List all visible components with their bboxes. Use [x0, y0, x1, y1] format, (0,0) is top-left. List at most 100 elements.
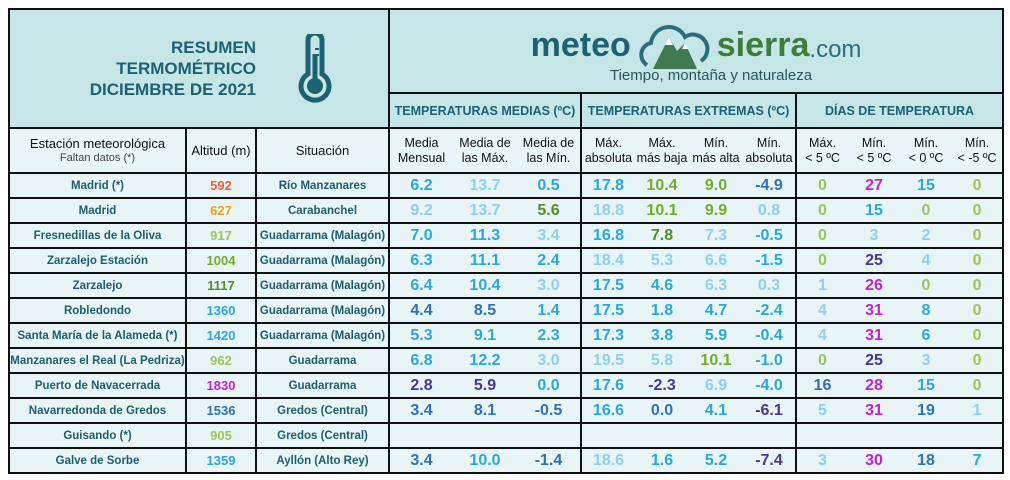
- column-header-value: Mín. < -5 ºC: [952, 127, 1005, 174]
- column-header-line: las Mín.: [526, 150, 571, 165]
- value-cell: 5.6: [517, 197, 581, 224]
- value-cell: 5.2: [689, 447, 743, 474]
- value-cell: 10.4: [635, 172, 689, 199]
- situation-value: Guadarrama (Malagón): [255, 297, 390, 324]
- value-cell: 19: [900, 397, 952, 424]
- situation-value: Guadarrama (Malagón): [255, 222, 390, 249]
- logo-tld: .com: [809, 35, 862, 63]
- value-cell: 7.0: [388, 222, 453, 249]
- column-header-value: Mín. absoluta: [743, 127, 796, 174]
- column-header-altitud: Altitud (m): [185, 127, 257, 174]
- value-cell: 0.8: [743, 197, 796, 224]
- value-cell: 16.6: [580, 397, 635, 424]
- value-cell: 0: [795, 197, 848, 224]
- value-cell: 3.8: [635, 322, 689, 349]
- value-cell: -0.4: [743, 322, 796, 349]
- value-cell: 17.3: [580, 322, 635, 349]
- column-header-value: Máx. absoluta: [580, 127, 635, 174]
- table-row: Fresnedillas de la Oliva 917 Guadarrama (M…: [8, 222, 1005, 249]
- column-header-line: Mensual: [397, 150, 446, 165]
- altitude-value: 1360: [185, 297, 257, 324]
- value-cell: 17.5: [580, 272, 635, 299]
- value-cell: 2.3: [517, 322, 581, 349]
- altitude-value: 1117: [185, 272, 257, 299]
- value-cell: 3: [848, 222, 900, 249]
- value-cell: 15: [900, 172, 952, 199]
- logo-tagline: Tiempo, montaña y naturaleza: [609, 66, 813, 84]
- column-header-line: Mín.: [756, 135, 782, 150]
- value-cell: 0: [900, 197, 952, 224]
- column-header-value: Mín. < 0 ºC: [900, 127, 952, 174]
- value-cell: [689, 422, 743, 449]
- situation-value: Guadarrama: [255, 372, 390, 399]
- value-cell: 0: [795, 172, 848, 199]
- logo-sierra: sierra: [716, 26, 810, 64]
- value-cell: 10.0: [453, 447, 517, 474]
- value-cell: 1.6: [635, 447, 689, 474]
- altitude-value: 592: [185, 172, 257, 199]
- value-cell: 12.2: [453, 347, 517, 374]
- column-header-line: Media de: [459, 135, 511, 150]
- column-header-value: Máx. más baja: [635, 127, 689, 174]
- situation-value: Guadarrama: [255, 347, 390, 374]
- value-cell: 26: [848, 272, 900, 299]
- value-cell: 15: [848, 197, 900, 224]
- value-cell: 1: [952, 397, 1005, 424]
- value-cell: 5.3: [388, 322, 453, 349]
- situation-value: Guadarrama (Malagón): [255, 272, 390, 299]
- value-cell: [848, 422, 900, 449]
- altitude-value: 1359: [185, 447, 257, 474]
- station-header-label: Estación meteorológica: [29, 135, 166, 151]
- value-cell: 1.4: [517, 297, 581, 324]
- column-header-line: absoluta: [584, 150, 633, 165]
- value-cell: 28: [848, 372, 900, 399]
- value-cell: 31: [848, 397, 900, 424]
- meteosierra-logo: meteo sierra .com Tiempo, montaña y natu…: [387, 8, 1005, 94]
- value-cell: [517, 422, 581, 449]
- station-name: Madrid (*): [8, 172, 187, 199]
- missing-data-note: Faltan datos (*): [59, 151, 136, 164]
- value-cell: 7.8: [635, 222, 689, 249]
- value-cell: 19.5: [580, 347, 635, 374]
- station-name: Zarzalejo Estación: [8, 247, 187, 274]
- value-cell: 5.3: [635, 247, 689, 274]
- value-cell: 16: [795, 372, 848, 399]
- value-cell: 0: [952, 197, 1005, 224]
- value-cell: 3.4: [388, 447, 453, 474]
- value-cell: 4.7: [689, 297, 743, 324]
- altitude-value: 1830: [185, 372, 257, 399]
- value-cell: 3.4: [517, 222, 581, 249]
- table-row: Manzanares el Real (La Pedriza) 962 Guadar…: [8, 347, 1005, 374]
- column-header-line: Máx.: [594, 135, 623, 150]
- thermometric-summary-table: RESUMEN TERMOMÉTRICO DICIEMBRE DE 2021 m…: [8, 8, 1005, 474]
- situation-value: Ayllón (Alto Rey): [255, 447, 390, 474]
- column-header-value: Media Mensual: [388, 127, 453, 174]
- table-row: Zarzalejo Estación 1004 Guadarrama (Malagó…: [8, 247, 1005, 274]
- value-cell: 13.7: [453, 197, 517, 224]
- thermometer-icon: [298, 33, 332, 103]
- situation-value: Río Manzanares: [255, 172, 390, 199]
- column-header-line: Media: [404, 135, 439, 150]
- column-header-line: más alta: [692, 150, 740, 165]
- value-cell: 4: [795, 297, 848, 324]
- value-cell: [453, 422, 517, 449]
- value-cell: [635, 422, 689, 449]
- value-cell: 3: [900, 347, 952, 374]
- value-cell: 15: [900, 372, 952, 399]
- value-cell: 6.9: [689, 372, 743, 399]
- value-cell: 10.1: [635, 197, 689, 224]
- altitude-value: 962: [185, 347, 257, 374]
- value-cell: 11.1: [453, 247, 517, 274]
- column-header-situacion: Situación: [255, 127, 390, 174]
- table-row: Madrid (*) 592 Río Manzanares 6.2 13.7 0.5 17.…: [8, 172, 1005, 199]
- table-row: Navarredonda de Gredos 1536 Gredos (Centra…: [8, 397, 1005, 424]
- table-row: Robledondo 1360 Guadarrama (Malagón) 4.4 8.5…: [8, 297, 1005, 324]
- column-header-line: Máx.: [648, 135, 676, 150]
- value-cell: 0.5: [517, 172, 581, 199]
- table-row: Galve de Sorbe 1359 Ayllón (Alto Rey) 3.4 10…: [8, 447, 1005, 474]
- column-header-line: Mín.: [861, 135, 887, 150]
- value-cell: -1.4: [517, 447, 581, 474]
- column-header-line: las Máx.: [461, 150, 509, 165]
- altitude-value: 917: [185, 222, 257, 249]
- value-cell: 4: [900, 247, 952, 274]
